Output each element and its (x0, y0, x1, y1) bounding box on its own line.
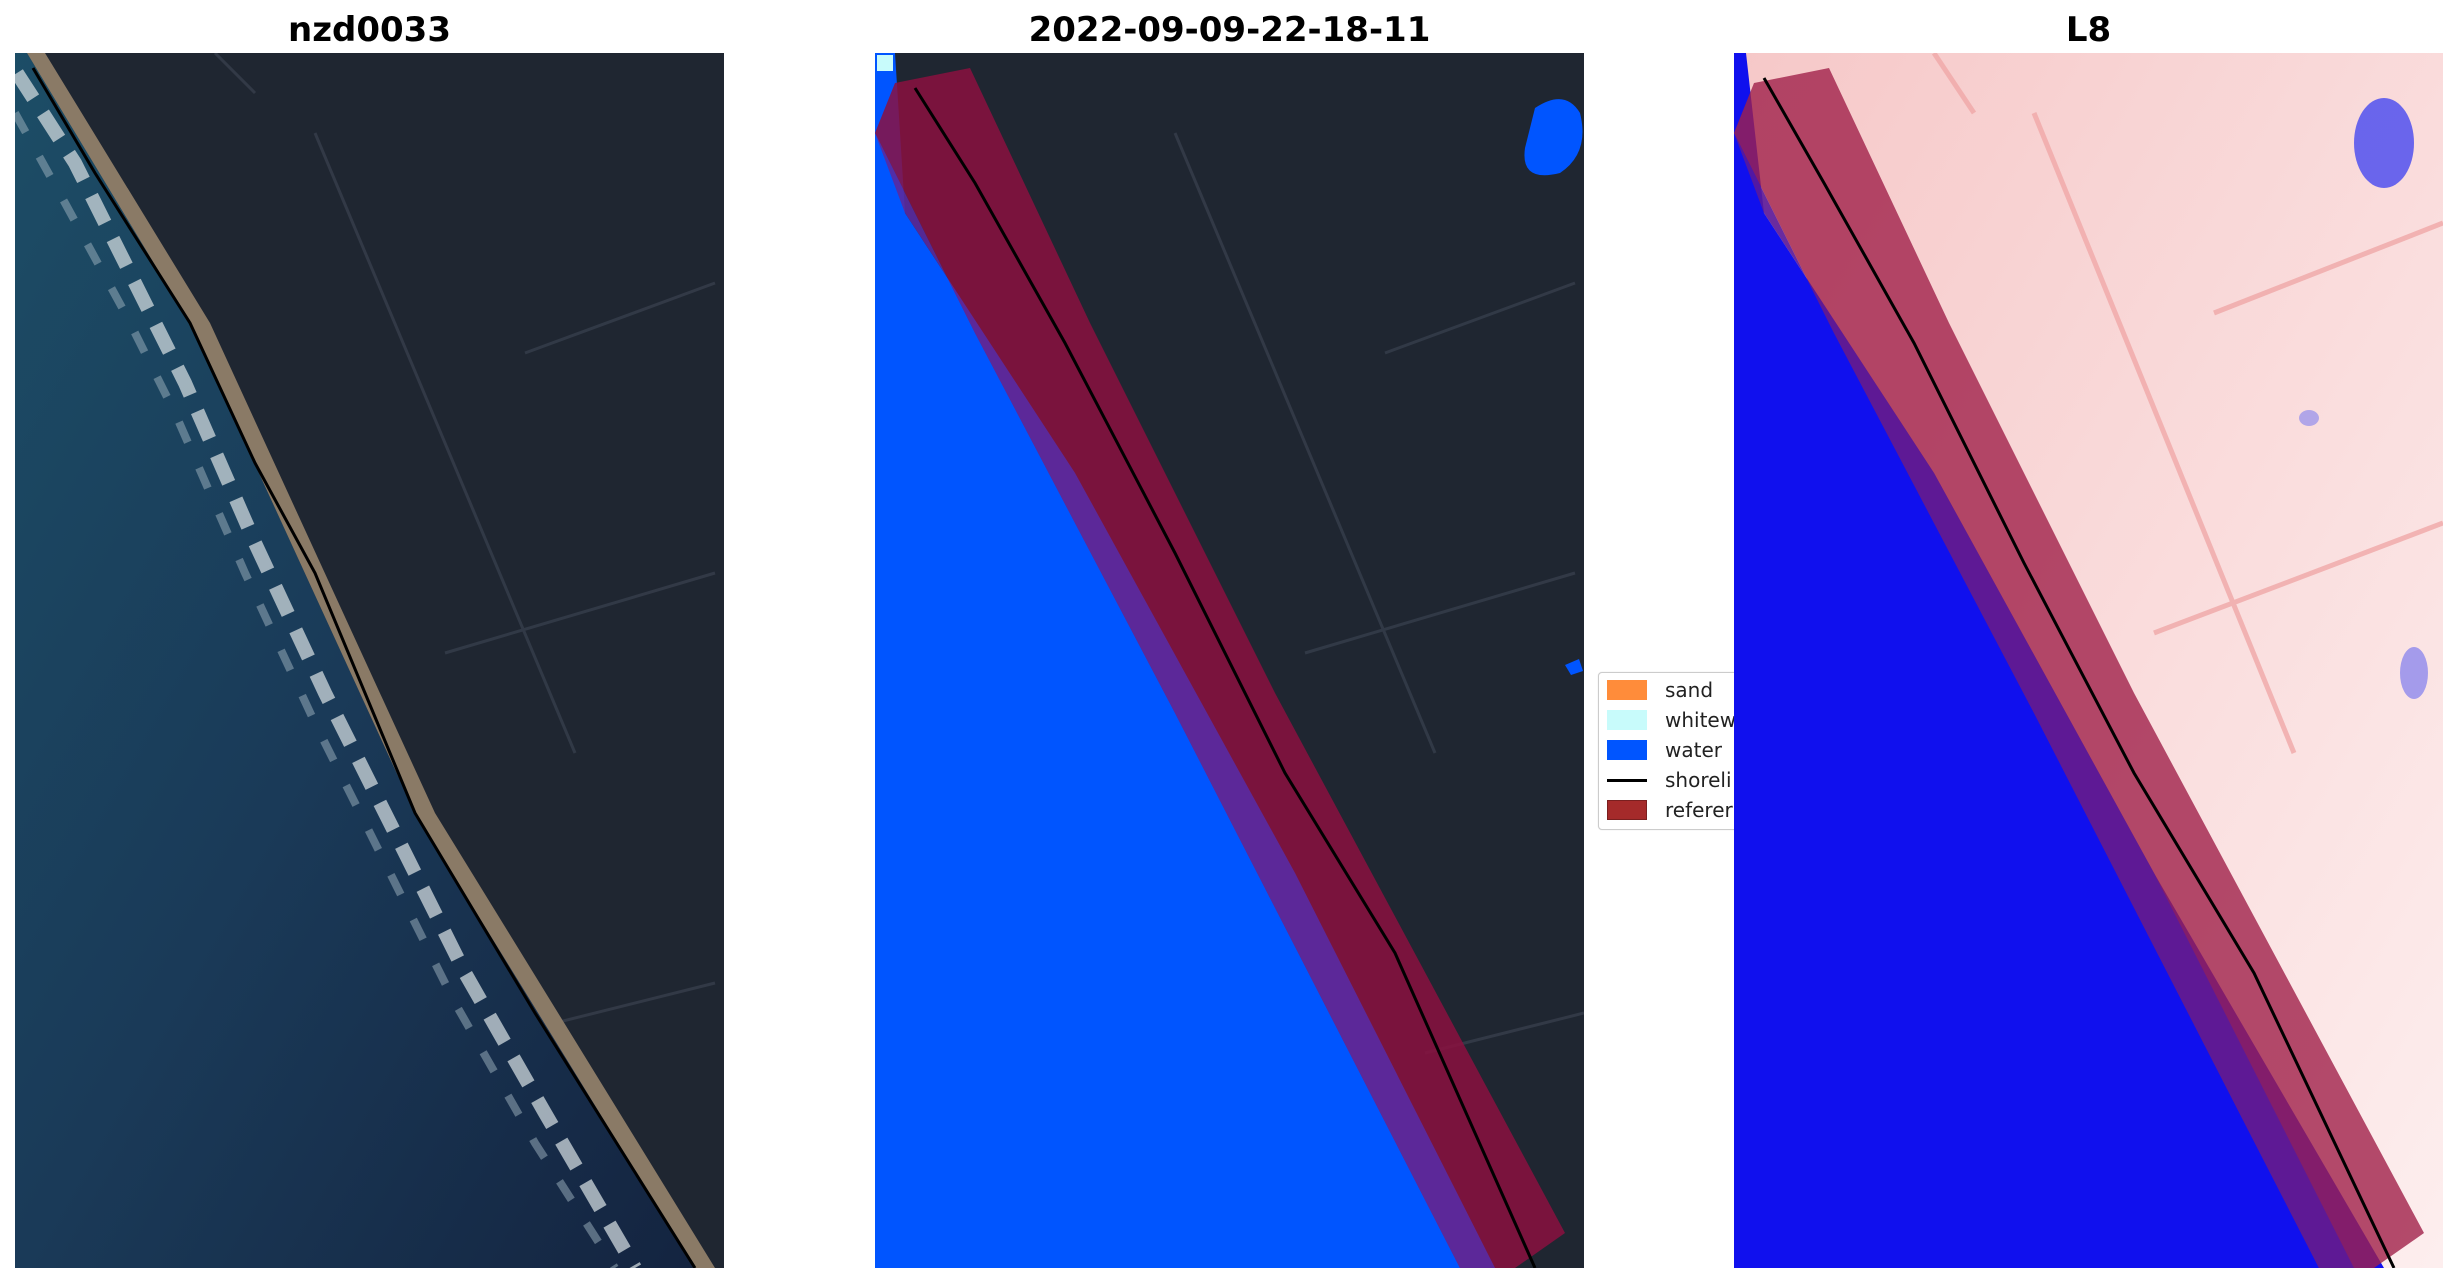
legend-label-shoreline: shoreli (1665, 768, 1732, 792)
legend-item-reference: referer (1607, 796, 1733, 824)
shoreline (1762, 77, 2396, 1268)
shoreline (31, 67, 697, 1268)
legend-label-reference: referer (1665, 798, 1733, 822)
panel-3-title: L8 (2065, 10, 2112, 50)
legend-label-water: water (1665, 738, 1722, 762)
rgb-image (15, 53, 724, 1268)
legend-label-sand: sand (1665, 678, 1714, 702)
shoreline-swatch (1607, 778, 1647, 782)
shoreline (913, 87, 1537, 1268)
legend-label-whitewater: whitew (1665, 708, 1737, 732)
rgb-image-panel (15, 53, 724, 1268)
classification-panel (875, 53, 1584, 1268)
sand-swatch (1607, 680, 1647, 700)
whitewater-swatch (1607, 710, 1647, 730)
reference-swatch (1607, 800, 1647, 820)
panel-1-title: nzd0033 (288, 10, 451, 50)
classification-image (875, 53, 1584, 1268)
legend-item-water: water (1607, 736, 1722, 764)
legend: sand whitew water shoreli referer (1598, 672, 1740, 830)
legend-item-whitewater: whitew (1607, 706, 1736, 734)
water-swatch (1607, 740, 1647, 760)
index-image (1734, 53, 2443, 1268)
legend-item-sand: sand (1607, 676, 1713, 704)
legend-item-shoreline: shoreli (1607, 766, 1732, 794)
panel-2-title: 2022-09-09-22-18-11 (1028, 10, 1431, 50)
index-image-panel (1734, 53, 2443, 1268)
